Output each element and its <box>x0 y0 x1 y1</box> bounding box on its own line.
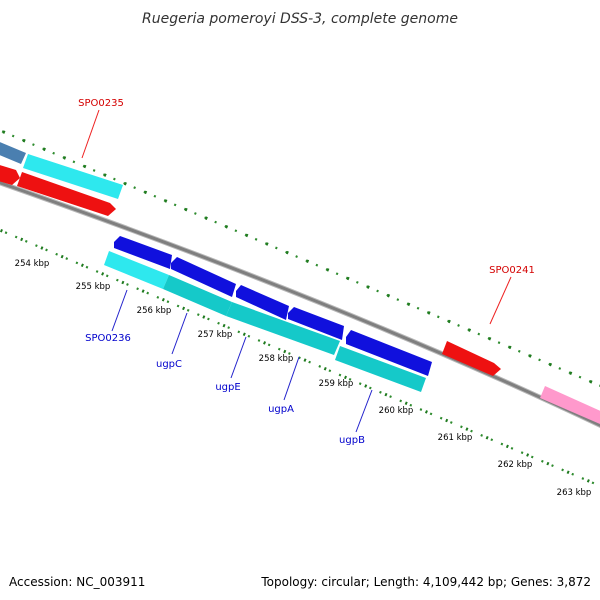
forward-cds-arrow <box>442 341 501 376</box>
forward-rna-feature <box>23 154 123 199</box>
genome-backbone-shadow <box>0 180 600 429</box>
gene-label-spo0235[interactable]: SPO0235 <box>78 98 124 109</box>
map-title: Ruegeria pomeroyi DSS-3, complete genome <box>142 11 458 27</box>
inner-tick-dots <box>0 228 600 488</box>
forward-cds-arrow <box>17 172 116 216</box>
callout-line-spo0241 <box>489 276 512 325</box>
forward-cds-feature <box>0 142 26 164</box>
reverse-strand-rna-features <box>104 251 426 392</box>
callout-line-spo0236 <box>111 289 128 332</box>
callout-line-spo0235 <box>81 109 100 159</box>
reverse-strand-features <box>114 236 432 376</box>
tick-label: 263 kbp <box>557 488 592 498</box>
reverse-rna-feature <box>226 302 340 355</box>
reverse-rna-feature <box>163 275 232 316</box>
reverse-cds-arrow <box>114 236 172 269</box>
tick-label: 260 kbp <box>379 406 414 416</box>
reverse-cds-arrow <box>346 330 432 376</box>
accession-text: Accession: NC_003911 <box>9 575 145 589</box>
inner-tick-ring <box>0 228 600 488</box>
tick-label: 257 kbp <box>198 330 233 340</box>
forward-cds-arrow <box>0 165 20 185</box>
tick-label: 258 kbp <box>259 354 294 364</box>
reverse-cds-arrow <box>236 285 289 320</box>
callout-line-ugpe <box>230 336 247 379</box>
forward-rna-feature <box>540 386 600 424</box>
reverse-cds-arrow <box>171 257 236 297</box>
gene-labels: SPO0235 SPO0241 SPO0236 ugpC ugpE ugpA u… <box>78 98 535 446</box>
gene-label-ugpc[interactable]: ugpC <box>156 359 182 370</box>
gene-label-ugpa[interactable]: ugpA <box>268 404 294 415</box>
reverse-cds-arrow <box>288 307 344 340</box>
gene-label-spo0241[interactable]: SPO0241 <box>489 265 535 276</box>
gene-label-ugpe[interactable]: ugpE <box>215 382 240 393</box>
callout-lines <box>81 109 512 433</box>
genome-backbone <box>0 181 600 427</box>
outer-tick-marks <box>0 128 600 388</box>
topology-text: Topology: circular; Length: 4,109,442 bp… <box>260 575 591 589</box>
callout-line-ugpb <box>355 389 373 433</box>
reverse-rna-feature <box>335 346 426 392</box>
tick-label: 254 kbp <box>15 259 50 269</box>
forward-strand-features <box>0 142 600 424</box>
gene-label-ugpb[interactable]: ugpB <box>339 435 365 446</box>
tick-label: 255 kbp <box>76 282 111 292</box>
tick-label: 261 kbp <box>438 433 473 443</box>
tick-label: 259 kbp <box>319 379 354 389</box>
outer-tick-ring <box>0 128 600 388</box>
callout-line-ugpa <box>283 356 300 401</box>
gene-label-spo0236[interactable]: SPO0236 <box>85 333 131 344</box>
reverse-rna-feature <box>104 251 169 289</box>
outer-tick-dots <box>0 129 600 387</box>
tick-labels: 254 kbp 255 kbp 256 kbp 257 kbp 258 kbp … <box>15 259 592 498</box>
tick-label: 256 kbp <box>137 306 172 316</box>
callout-line-ugpc <box>171 312 188 355</box>
tick-label: 262 kbp <box>498 460 533 470</box>
